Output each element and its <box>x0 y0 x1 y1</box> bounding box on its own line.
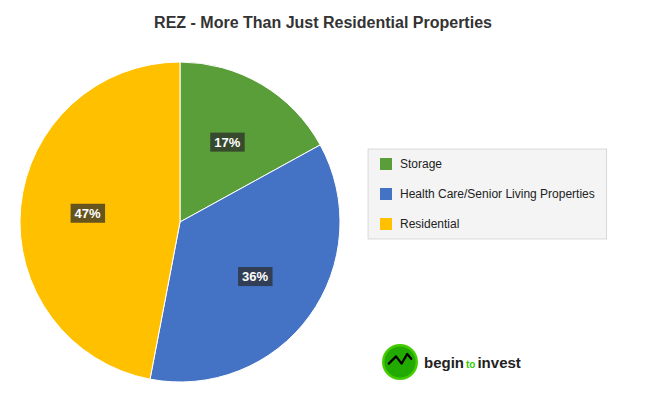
data-label-group: 36% <box>238 267 272 286</box>
logo-line <box>389 354 411 364</box>
legend-frame <box>368 149 607 239</box>
legend-label: Residential <box>400 217 459 231</box>
legend-swatch <box>380 158 392 170</box>
legend-item: Health Care/Senior Living Properties <box>380 187 595 201</box>
data-label: 36% <box>242 269 268 284</box>
legend-swatch <box>380 218 392 230</box>
legend-label: Storage <box>400 157 442 171</box>
legend-item: Storage <box>380 157 442 171</box>
legend-item: Residential <box>380 217 459 231</box>
data-labels: 17% 36% 47% <box>71 133 273 286</box>
slice <box>20 62 180 379</box>
data-label-group: 17% <box>210 133 244 152</box>
data-label-box <box>238 267 272 286</box>
logo-circle-inner <box>385 347 416 378</box>
data-label-box <box>71 204 105 223</box>
annotation: to <box>466 359 475 370</box>
title: REZ - More Than Just Residential Propert… <box>154 14 492 31</box>
annotation: invest <box>477 354 520 371</box>
legend-swatch <box>380 188 392 200</box>
legend-label: Health Care/Senior Living Properties <box>400 187 595 201</box>
logo-circle <box>382 344 418 380</box>
logo: begintoinvest <box>382 344 521 380</box>
data-label: 47% <box>75 206 101 221</box>
annotation: begin <box>424 354 464 371</box>
pie <box>20 62 340 382</box>
data-label: 17% <box>214 135 240 150</box>
data-label-group: 47% <box>71 204 105 223</box>
data-label-box <box>210 133 244 152</box>
legend: Storage Health Care/Senior Living Propert… <box>368 149 607 239</box>
chart: REZ - More Than Just Residential Propert… <box>0 0 646 403</box>
